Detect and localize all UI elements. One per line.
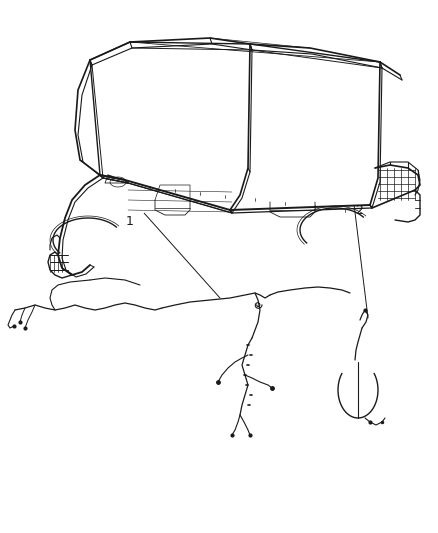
Text: 1: 1 bbox=[125, 215, 133, 228]
Text: 2: 2 bbox=[355, 204, 363, 217]
